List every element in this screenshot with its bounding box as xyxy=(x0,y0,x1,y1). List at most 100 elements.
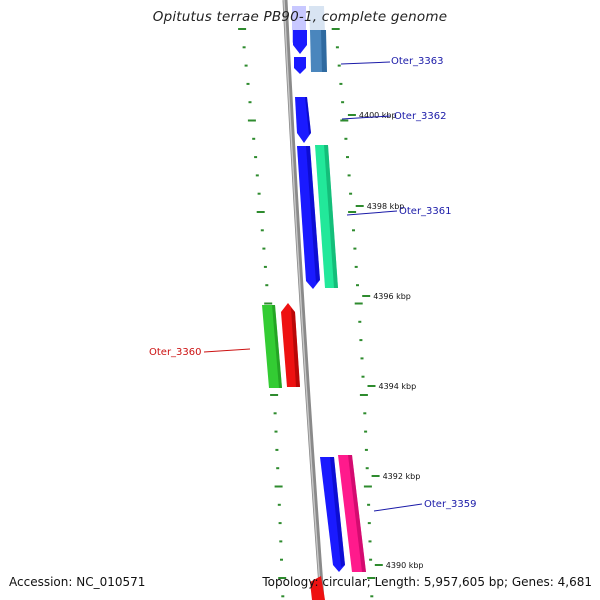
gene-label-oter-3363[interactable]: Oter_3363 xyxy=(391,56,444,67)
inner-tick-dot xyxy=(337,64,341,67)
inner-tick-ring xyxy=(331,28,376,598)
inner-tick-dot xyxy=(352,229,355,232)
gene-label-oter-3362[interactable]: Oter_3362 xyxy=(394,111,447,122)
gene-label-oter-3360[interactable]: Oter_3360 xyxy=(149,347,202,358)
cds-bar-shade xyxy=(348,455,366,572)
outer-tick-dot xyxy=(252,137,256,140)
outer-tick-dot xyxy=(265,284,269,287)
inner-tick-dot xyxy=(359,394,368,396)
outer-tick-dot xyxy=(244,64,248,67)
outer-tick-dot xyxy=(276,467,280,470)
outer-tick-dot xyxy=(256,211,265,213)
outer-tick-dot xyxy=(247,119,256,122)
outer-tick-dot xyxy=(248,101,252,104)
backbone-line xyxy=(282,0,325,600)
leader-line xyxy=(203,348,251,353)
outer-tick-dot xyxy=(257,192,261,195)
scale-tick-label: 4394 kbp xyxy=(379,382,417,391)
inner-tick-dot xyxy=(331,28,340,30)
inner-tick-dot xyxy=(354,302,363,305)
feature-group-3362 xyxy=(295,97,311,143)
scale-tick-label: 4392 kbp xyxy=(383,472,421,481)
inner-tick-dot xyxy=(358,320,362,323)
outer-tick-dot xyxy=(260,229,264,232)
inner-tick-dot xyxy=(339,82,343,85)
scale-tick-label: 4400 kbp xyxy=(359,111,397,120)
feature-group-top xyxy=(292,6,327,74)
inner-tick-dot xyxy=(340,119,349,122)
gene-leaders xyxy=(203,61,423,512)
cds-bar[interactable] xyxy=(321,30,327,72)
feature-group-3360 xyxy=(262,303,300,388)
inner-tick-dot xyxy=(365,467,369,470)
outer-tick-dot xyxy=(246,82,250,85)
gene-label-oter-3359[interactable]: Oter_3359 xyxy=(424,499,477,510)
backbone-highlight xyxy=(283,0,322,600)
inner-tick-dot xyxy=(364,430,368,433)
inner-tick-dot xyxy=(363,412,367,415)
inner-tick-dot xyxy=(368,540,372,543)
inner-tick-dot xyxy=(364,448,368,451)
gene-label-oter-3361[interactable]: Oter_3361 xyxy=(399,206,452,217)
scale-tick-mark xyxy=(362,295,371,297)
feature-group-3361 xyxy=(297,145,338,289)
inner-tick-dot xyxy=(341,101,345,104)
outer-tick-dot xyxy=(255,174,259,177)
outer-tick-ring xyxy=(238,28,287,598)
inner-tick-dot xyxy=(363,485,372,488)
outer-tick-dot xyxy=(278,577,287,579)
inner-tick-dot xyxy=(367,522,371,525)
outer-tick-dot xyxy=(277,503,281,506)
gene-arrow-shade xyxy=(330,457,345,567)
scale-ticks: 4400 kbp 4398 kbp 4396 kbp 4394 kbp 4392 kbp… xyxy=(347,111,424,570)
inner-tick-dot xyxy=(367,577,376,579)
leader-line xyxy=(373,503,423,512)
cds-bar[interactable] xyxy=(262,305,282,388)
inner-tick-dot xyxy=(346,156,349,159)
outer-tick-dot xyxy=(242,46,246,49)
outer-tick-dot xyxy=(270,394,279,396)
leader-line xyxy=(346,210,398,216)
gene-arrow[interactable] xyxy=(294,57,306,74)
gene-labels: Oter_3363 Oter_3362 Oter_3361 Oter_3360 … xyxy=(149,56,477,510)
inner-tick-dot xyxy=(347,174,351,177)
outer-tick-dot xyxy=(263,265,267,268)
inner-tick-dot xyxy=(349,192,353,195)
gene-arrow[interactable] xyxy=(293,30,307,54)
accession-text: Accession: NC_010571 xyxy=(9,575,146,589)
inner-tick-dot xyxy=(356,284,359,287)
outer-tick-dot xyxy=(275,448,279,451)
gene-arrow-shade xyxy=(305,97,311,135)
gene-arrow-shade xyxy=(306,146,320,283)
inner-tick-dot xyxy=(335,46,339,49)
inner-tick-dot xyxy=(369,558,373,561)
gene-arrow-shade xyxy=(291,308,300,387)
inner-tick-dot xyxy=(360,357,364,360)
outer-tick-dot xyxy=(280,558,283,561)
outer-tick-dot xyxy=(254,156,258,159)
outer-tick-dot xyxy=(278,522,282,525)
scale-tick-mark xyxy=(367,385,376,387)
inner-tick-dot xyxy=(370,595,374,598)
cds-bar-shade xyxy=(272,305,282,388)
inner-tick-dot xyxy=(367,503,371,506)
inner-tick-dot xyxy=(353,247,357,250)
leader-line xyxy=(341,115,391,120)
cds-bar[interactable] xyxy=(309,6,325,32)
outer-tick-dot xyxy=(262,247,266,250)
leader-line xyxy=(340,61,391,65)
gene-arrow[interactable] xyxy=(310,576,325,600)
scale-tick-mark xyxy=(374,564,383,566)
genome-summary-text: Topology: circular; Length: 5,957,605 bp… xyxy=(262,575,592,589)
inner-tick-dot xyxy=(359,339,363,342)
scale-tick-mark xyxy=(355,205,364,207)
scale-tick-mark xyxy=(347,114,356,116)
outer-tick-dot xyxy=(281,595,285,598)
scale-tick-label: 4396 kbp xyxy=(373,292,411,301)
inner-tick-dot xyxy=(348,211,357,213)
scale-tick-label: 4390 kbp xyxy=(386,561,424,570)
map-title: Opitutus terrae PB90-1, complete genome xyxy=(152,9,448,25)
inner-tick-dot xyxy=(354,265,358,268)
inner-tick-dot xyxy=(344,137,348,140)
